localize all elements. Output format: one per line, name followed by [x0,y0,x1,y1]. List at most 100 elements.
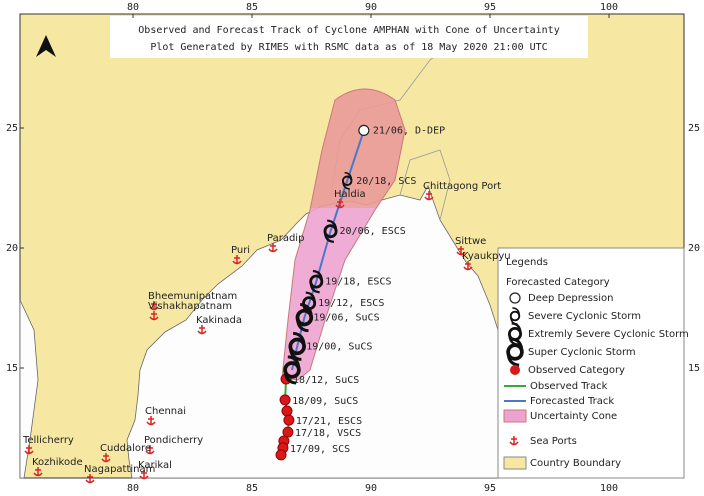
lat-tick-label: 25 [6,123,18,134]
cyclone-symbol [283,355,301,385]
sea-port-icon [146,416,156,426]
place-label: Puri [231,245,250,256]
observed-point [283,414,295,426]
sea-port-icon [197,325,207,335]
legend-label: Observed Track [530,381,608,392]
legend-box [497,247,685,479]
legend-label: Forecasted Track [530,396,614,407]
place-label: Chennai [145,406,186,417]
cyclone-symbol [341,171,353,190]
cyclone-symbol [506,337,524,367]
forecast-label: 19/00, SuCS [306,341,372,352]
lat-tick-label: 20 [688,243,700,254]
cyclone-symbol [358,124,370,136]
cyclone-symbol [309,269,324,294]
sea-port-icon [456,246,466,256]
symbol-ring [358,124,370,136]
symbol-tail [288,331,306,361]
symbol-tail [323,219,338,243]
sea-port-icon [85,474,95,484]
symbol-tail [506,337,524,367]
lat-tick-label: 25 [688,123,700,134]
lon-tick-label: 95 [484,483,496,494]
place-label: Sittwe [455,236,486,247]
forecast-label: 19/18, ESCS [325,277,391,288]
forecast-label: 21/06, D-DEP [373,125,445,136]
sea-port-icon [268,243,278,253]
place-label: Paradip [267,233,304,244]
place-label: Nagapattinam [84,464,155,475]
sea-port-icon [335,199,345,209]
legend-label: Deep Depression [528,293,613,304]
legend-observed-icon [510,365,520,375]
observed-point [275,449,287,461]
sea-port-icon [145,445,155,455]
legend-heading: Forecasted Category [506,277,610,288]
lon-tick-label: 95 [484,2,496,13]
sea-port-icon [139,470,149,480]
sea-port-icon [33,467,43,477]
lon-tick-label: 85 [246,483,258,494]
place-label: Bheemunipatnam [148,291,237,302]
lon-tick-label: 80 [127,2,139,13]
observed-point [281,405,293,417]
symbol-tail [283,355,301,385]
lon-tick-label: 100 [600,483,618,494]
forecast-label: 20/18, SCS [356,176,416,187]
legend-label: Observed Category [528,365,625,376]
observed-label: 18/09, SuCS [292,396,358,407]
cyclone-symbol [509,292,521,304]
cyclone-symbol [302,291,317,315]
subtitle: Plot Generated by RIMES with RSMC data a… [150,42,547,53]
place-label: Cuddalore [100,443,151,454]
place-label: Vishakhapatnam [148,301,232,312]
place-label: Kozhikode [32,457,83,468]
title-box [110,16,588,58]
lon-tick-label: 100 [600,2,618,13]
lat-tick-label: 15 [6,363,18,374]
observed-label: 17/09, SCS [290,444,350,455]
north-arrow [36,35,56,57]
cyclone-symbol [323,219,338,243]
place-label: Chittagong Port [423,181,501,192]
symbol-tail [309,269,323,294]
forecast-label: 19/12, ESCS [318,298,384,309]
place-label: Kakinada [196,315,242,326]
lat-tick-label: 15 [688,363,700,374]
legend-label: Severe Cyclonic Storm [528,311,641,322]
forecast-track [291,130,365,371]
place-label: Pondicherry [144,435,203,446]
legend-label: Country Boundary [530,458,621,469]
observed-label: 17/18, VSCS [295,428,361,439]
observed-point [279,394,291,406]
place-label: Tellicherry [22,435,74,446]
sea-port-icon [232,255,242,265]
place-label: Kyaukpyu [462,251,511,262]
lon-tick-label: 90 [365,483,377,494]
symbol-tail [342,171,353,190]
symbol-ring [509,292,521,304]
lon-tick-label: 80 [127,483,139,494]
legend-label: Super Cyclonic Storm [528,347,636,358]
cyclone-symbol [288,331,306,361]
sea [19,299,39,479]
place-label: Haldia [334,189,366,200]
observed-label: 17/21, ESCS [296,416,362,427]
lon-tick-label: 85 [246,2,258,13]
sea-port-icon [149,301,159,311]
legend-label: Uncertainty Cone [530,411,617,422]
title: Observed and Forecast Track of Cyclone A… [138,25,559,36]
observed-label: 18/12, SuCS [293,375,359,386]
forecast-label: 19/06, SuCS [313,313,379,324]
sea-port-icon [24,445,34,455]
legend-label: Sea Ports [530,436,577,447]
place-label: Karikal [138,460,172,471]
legend-label: Extremly Severe Cyclonic Storm [528,329,689,340]
lat-tick-label: 20 [6,243,18,254]
observed-point [282,426,294,438]
legend-title: Legends [506,257,548,268]
legend-cone [503,409,527,423]
sea-port-icon [149,311,159,321]
